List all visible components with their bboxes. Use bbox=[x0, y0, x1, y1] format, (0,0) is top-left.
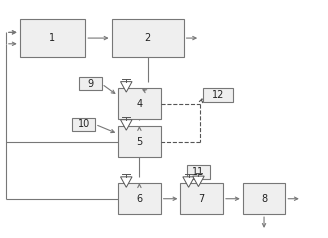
Bar bbox=[180, 183, 223, 214]
Text: 5: 5 bbox=[136, 137, 143, 147]
Polygon shape bbox=[120, 82, 132, 92]
Text: 1: 1 bbox=[50, 33, 55, 43]
Bar bbox=[118, 88, 161, 119]
Text: 11: 11 bbox=[192, 167, 205, 177]
Polygon shape bbox=[120, 177, 132, 187]
Text: 10: 10 bbox=[77, 119, 90, 129]
Bar bbox=[118, 183, 161, 214]
Text: 7: 7 bbox=[198, 194, 205, 204]
Bar bbox=[72, 118, 95, 131]
Bar bbox=[187, 165, 210, 178]
Bar bbox=[79, 77, 102, 90]
Bar bbox=[112, 19, 184, 57]
Text: 4: 4 bbox=[136, 99, 142, 109]
Polygon shape bbox=[120, 120, 132, 130]
Bar bbox=[203, 88, 233, 102]
Text: 6: 6 bbox=[136, 194, 142, 204]
Text: 8: 8 bbox=[261, 194, 267, 204]
Text: 2: 2 bbox=[144, 33, 151, 43]
Bar bbox=[243, 183, 285, 214]
Bar bbox=[20, 19, 85, 57]
Text: 9: 9 bbox=[87, 79, 93, 89]
Polygon shape bbox=[193, 176, 204, 187]
Polygon shape bbox=[183, 177, 195, 187]
Text: 12: 12 bbox=[212, 90, 224, 100]
Bar bbox=[118, 126, 161, 157]
